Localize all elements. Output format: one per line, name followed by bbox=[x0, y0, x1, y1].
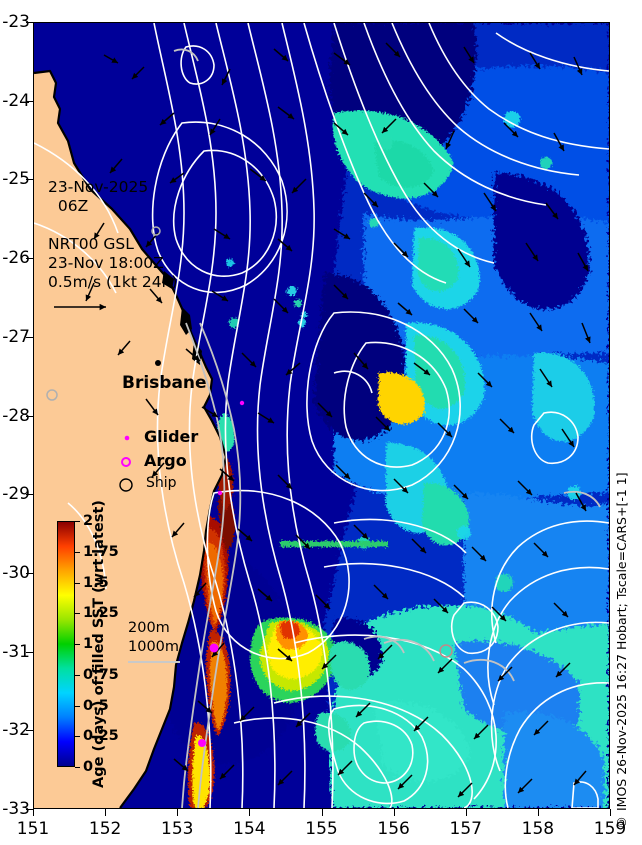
colorbar-tick bbox=[75, 582, 80, 584]
y-axis-tick bbox=[26, 336, 33, 338]
x-axis-tick-label: 151 bbox=[16, 819, 50, 839]
y-axis-tick bbox=[26, 572, 33, 574]
x-axis-tick-label: 156 bbox=[377, 819, 410, 839]
x-axis-tick-label: 159 bbox=[593, 819, 627, 839]
copyright-credit: © IMOS 26-Nov-2025 16:27 Hobart; Tscale=… bbox=[614, 472, 629, 830]
colorbar-tick bbox=[75, 551, 80, 553]
colorbar: 0 0.25 0.5 0.75 1 1.25 1.5 1.75 2 bbox=[57, 513, 119, 775]
y-axis-tick-label: -25 bbox=[2, 169, 30, 190]
x-axis-tick-label: 157 bbox=[449, 819, 482, 839]
x-axis-tick bbox=[610, 809, 611, 816]
brisbane-city-dot bbox=[155, 360, 161, 366]
x-axis-tick-label: 153 bbox=[161, 819, 194, 839]
y-axis-tick-label: -27 bbox=[2, 326, 30, 347]
x-axis-tick bbox=[177, 809, 179, 816]
y-axis-tick bbox=[26, 730, 33, 732]
legend-item-ship[interactable]: Ship bbox=[146, 475, 177, 491]
y-axis-tick bbox=[26, 494, 33, 496]
current-vector-arrows bbox=[85, 42, 591, 798]
x-axis-tick bbox=[465, 809, 467, 816]
argo-marker[interactable] bbox=[209, 643, 219, 653]
colorbar-tick-label: 2 bbox=[83, 513, 94, 529]
x-axis-tick bbox=[33, 809, 34, 816]
depth-contour-legend-line bbox=[128, 661, 180, 663]
legend-item-argo[interactable]: Argo bbox=[144, 451, 187, 470]
colorbar-tick bbox=[75, 521, 80, 522]
y-axis-tick-label: -23 bbox=[2, 12, 30, 32]
x-axis-tick bbox=[537, 809, 539, 816]
ship-marker[interactable] bbox=[439, 644, 453, 658]
colorbar-tick bbox=[75, 674, 80, 676]
depth-contour-label: 200m 1000m bbox=[128, 620, 180, 655]
x-axis-tick bbox=[105, 809, 107, 816]
colorbar-tick bbox=[75, 644, 80, 645]
y-axis-tick bbox=[26, 258, 33, 260]
y-axis-tick bbox=[26, 179, 33, 181]
map-canvas-clip: 23-Nov-2025 06Z NRT00 GSL 23-Nov 18:00Z … bbox=[34, 23, 609, 808]
x-axis-tick bbox=[393, 809, 395, 816]
ship-marker[interactable] bbox=[151, 226, 161, 236]
x-axis-tick-label: 158 bbox=[521, 819, 555, 839]
glider-marker[interactable] bbox=[239, 400, 245, 406]
map-plot-area[interactable]: 23-Nov-2025 06Z NRT00 GSL 23-Nov 18:00Z … bbox=[33, 22, 610, 809]
argo-marker[interactable] bbox=[198, 739, 206, 747]
x-axis-tick-label: 154 bbox=[233, 819, 266, 839]
x-axis-tick-label: 152 bbox=[88, 819, 122, 839]
colorbar-title: Age (days) of filled SST (wrt latest) bbox=[91, 500, 107, 788]
y-axis-tick-label: -30 bbox=[2, 562, 30, 583]
colorbar-tick-label: 1 bbox=[83, 636, 94, 652]
y-axis-tick-label: -32 bbox=[2, 720, 30, 741]
platform-markers[interactable] bbox=[34, 23, 609, 808]
colorbar-tick-label: 0.25 bbox=[83, 728, 119, 745]
y-axis-tick bbox=[26, 809, 33, 810]
argo-legend-icon bbox=[121, 457, 131, 467]
colorbar-gradient bbox=[57, 521, 75, 767]
y-axis-tick bbox=[26, 651, 33, 653]
x-axis-tick-label: 155 bbox=[305, 819, 338, 839]
y-axis-tick-label: -26 bbox=[2, 248, 30, 269]
y-axis-tick bbox=[26, 415, 33, 417]
y-axis-tick-label: -28 bbox=[2, 405, 30, 426]
datestamp-annotation: 23-Nov-2025 06Z bbox=[48, 178, 149, 215]
y-axis-tick-label: -24 bbox=[2, 90, 30, 111]
y-axis-tick bbox=[26, 22, 33, 23]
colorbar-tick bbox=[75, 705, 80, 707]
y-axis-tick-label: -33 bbox=[2, 799, 30, 819]
y-axis-tick-label: -31 bbox=[2, 641, 30, 662]
velocity-scale-arrow-icon bbox=[54, 303, 106, 311]
land-mass-australia bbox=[34, 69, 228, 808]
colorbar-tick bbox=[75, 767, 80, 768]
brisbane-city-label: Brisbane bbox=[122, 373, 207, 393]
x-axis-tick bbox=[321, 809, 323, 816]
sst-age-raster bbox=[34, 23, 609, 808]
colorbar-tick-label: 1.25 bbox=[83, 605, 119, 622]
colorbar-tick-label: 0 bbox=[83, 759, 94, 775]
x-axis-tick bbox=[249, 809, 251, 816]
ship-marker[interactable] bbox=[46, 389, 58, 401]
glider-marker[interactable] bbox=[217, 490, 223, 496]
geostrophic-streamlines bbox=[34, 23, 609, 808]
y-axis-tick-label: -29 bbox=[2, 484, 30, 505]
y-axis-tick bbox=[26, 100, 33, 102]
colorbar-tick bbox=[75, 613, 80, 615]
glider-legend-icon bbox=[124, 435, 130, 441]
legend-item-glider[interactable]: Glider bbox=[144, 427, 199, 446]
colorbar-tick bbox=[75, 736, 80, 738]
colorbar-tick-label: 1.75 bbox=[83, 543, 119, 560]
colorbar-tick-label: 0.75 bbox=[83, 666, 119, 683]
colorbar-tick-label: 1.5 bbox=[83, 574, 109, 591]
ship-legend-icon bbox=[119, 478, 133, 492]
colorbar-tick-label: 0.5 bbox=[83, 697, 109, 714]
current-product-annotation: NRT00 GSL 23-Nov 18:00Z 0.5m/s (1kt 24h) bbox=[48, 235, 178, 291]
